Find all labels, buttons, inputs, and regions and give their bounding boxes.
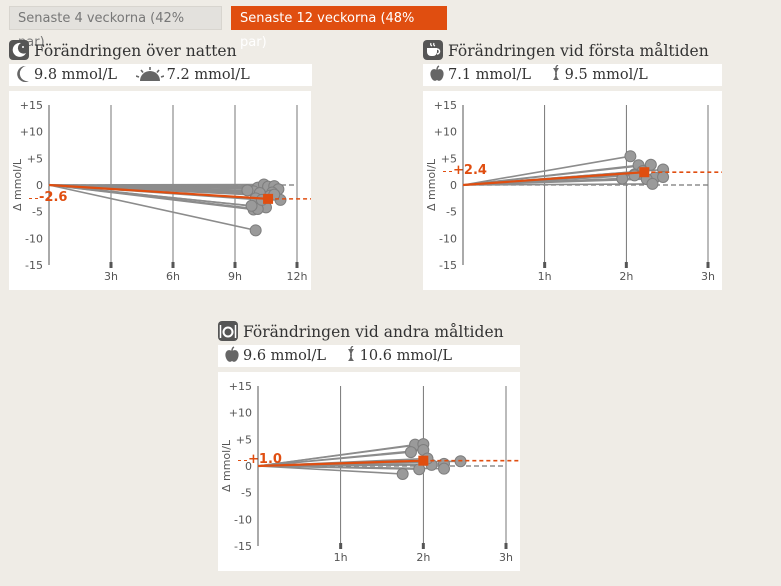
apple-icon (225, 346, 239, 362)
data-point (245, 199, 258, 212)
series-line (462, 163, 651, 186)
chart-svg: +15 +10 +5 0 -5 -10 -15 Δ mmol/L 1h 2h 3h (425, 99, 722, 283)
series-line (257, 443, 424, 467)
stat-start-value: 9.8 mmol/L (34, 67, 118, 83)
y-tick-label: 0 (36, 179, 43, 192)
y-tick-label: -10 (234, 513, 252, 526)
tab-last-4-weeks[interactable]: Senaste 4 veckorna (42% par) (9, 6, 222, 50)
mean-line (48, 183, 269, 200)
moon-icon (9, 40, 29, 60)
y-tick-label: 0 (245, 460, 252, 473)
y-tick-label: +15 (434, 99, 457, 112)
y-axis-label: Δ mmol/L (11, 158, 24, 211)
series-line (48, 184, 252, 207)
y-tick-label: -5 (241, 487, 252, 500)
y-tick-label: +10 (434, 126, 457, 139)
mean-line (462, 171, 645, 187)
stat-end-value: 9.5 mmol/L (564, 67, 648, 83)
y-tick-label: -15 (439, 259, 457, 272)
mean-line (257, 459, 424, 468)
x-tick-label: 3h (104, 270, 118, 283)
data-point (646, 177, 659, 190)
x-tick-label: 12h (287, 270, 308, 283)
y-tick-label: +5 (441, 152, 457, 165)
x-tick-label: 9h (228, 270, 242, 283)
stats-row: 7.1 mmol/L 9.5 mmol/L (423, 64, 722, 86)
y-tick-label: +15 (229, 380, 252, 393)
stats-row: 9.8 mmol/L 7.2 mmol/L (9, 64, 312, 86)
y-tick-label: -5 (446, 206, 457, 219)
mean-marker (639, 167, 650, 178)
data-point (241, 184, 254, 197)
data-point (249, 224, 262, 237)
mean-value-label: -2.6 (39, 189, 68, 205)
mean-dashed-extension (238, 459, 247, 461)
chart-second-meal: +15 +10 +5 0 -5 -10 -15 Δ mmol/L 1h 2h 3h (218, 372, 520, 571)
mean-marker (263, 193, 274, 204)
data-point (396, 468, 409, 480)
y-tick-label: +5 (27, 152, 43, 165)
coffee-cup-icon (423, 40, 443, 60)
mean-marker (418, 455, 429, 466)
apple-core-icon (347, 345, 354, 361)
stat-end-value: 10.6 mmol/L (359, 348, 452, 364)
y-tick-label: -5 (32, 206, 43, 219)
mean-dashed-extension (29, 197, 38, 199)
panel-overnight: Förändringen över natten 9.8 mmol/L 7.2 … (9, 38, 312, 290)
mean-value-label: +2.4 (453, 163, 487, 179)
apple-core-icon (552, 64, 559, 80)
y-tick-label: +10 (229, 407, 252, 420)
x-tick-label: 6h (166, 270, 180, 283)
data-point (624, 150, 637, 163)
mean-dashed-extension (443, 171, 452, 173)
data-point (657, 171, 670, 183)
y-tick-label: -10 (439, 232, 457, 245)
y-tick-label: -15 (234, 540, 252, 553)
x-tick-label: 2h (416, 551, 430, 564)
chart-first-meal: +15 +10 +5 0 -5 -10 -15 Δ mmol/L 1h 2h 3h (423, 91, 722, 290)
x-tick-label: 3h (499, 551, 513, 564)
y-tick-label: +5 (236, 433, 252, 446)
series-line (48, 184, 248, 192)
series-line (257, 465, 403, 475)
stat-end-value: 7.2 mmol/L (166, 67, 250, 83)
chart-svg: +15 +10 +5 0 -5 -10 -15 Δ mmol/L 1h 2h 3h (220, 380, 520, 564)
x-tick-label: 1h (334, 551, 348, 564)
mean-value-label: +1.0 (248, 451, 282, 467)
chart-overnight: +15 +10 +5 0 -5 -10 -15 Δ mmol/L 3h 6h 9h 12h (9, 91, 311, 290)
stats-row: 9.6 mmol/L 10.6 mmol/L (218, 345, 520, 367)
series-line (462, 155, 631, 186)
y-tick-label: 0 (450, 179, 457, 192)
y-tick-label: -10 (25, 232, 43, 245)
data-point (438, 462, 450, 475)
plate-icon (218, 321, 238, 341)
panel-second-meal: Förändringen vid andra måltiden 9.6 mmol… (218, 319, 520, 571)
series-line (257, 465, 445, 470)
chart-svg: +15 +10 +5 0 -5 -10 -15 Δ mmol/L 3h 6h 9h 12h (11, 99, 311, 283)
series-line (48, 184, 256, 232)
stat-start-value: 9.6 mmol/L (243, 348, 327, 364)
data-point (404, 446, 417, 459)
x-tick-label: 2h (619, 270, 633, 283)
panel-title: Förändringen vid andra måltiden (218, 319, 504, 345)
panel-title: Förändringen över natten (9, 38, 237, 64)
x-tick-label: 1h (538, 270, 552, 283)
y-tick-label: +10 (20, 126, 43, 139)
stat-start-value: 7.1 mmol/L (448, 67, 532, 83)
y-axis-label: Δ mmol/L (220, 439, 233, 492)
y-tick-label: -15 (25, 259, 43, 272)
tab-last-12-weeks[interactable]: Senaste 12 veckorna (48% par) (231, 6, 447, 50)
panel-first-meal: Förändringen vid första måltiden 7.1 mmo… (423, 38, 722, 290)
panel-title: Förändringen vid första måltiden (423, 38, 709, 64)
y-tick-label: +15 (20, 99, 43, 112)
x-tick-label: 3h (701, 270, 715, 283)
y-axis-label: Δ mmol/L (425, 158, 438, 211)
apple-icon (430, 65, 444, 81)
sunrise-icon (135, 67, 164, 81)
series-line (257, 449, 424, 467)
moon-icon (17, 65, 29, 82)
